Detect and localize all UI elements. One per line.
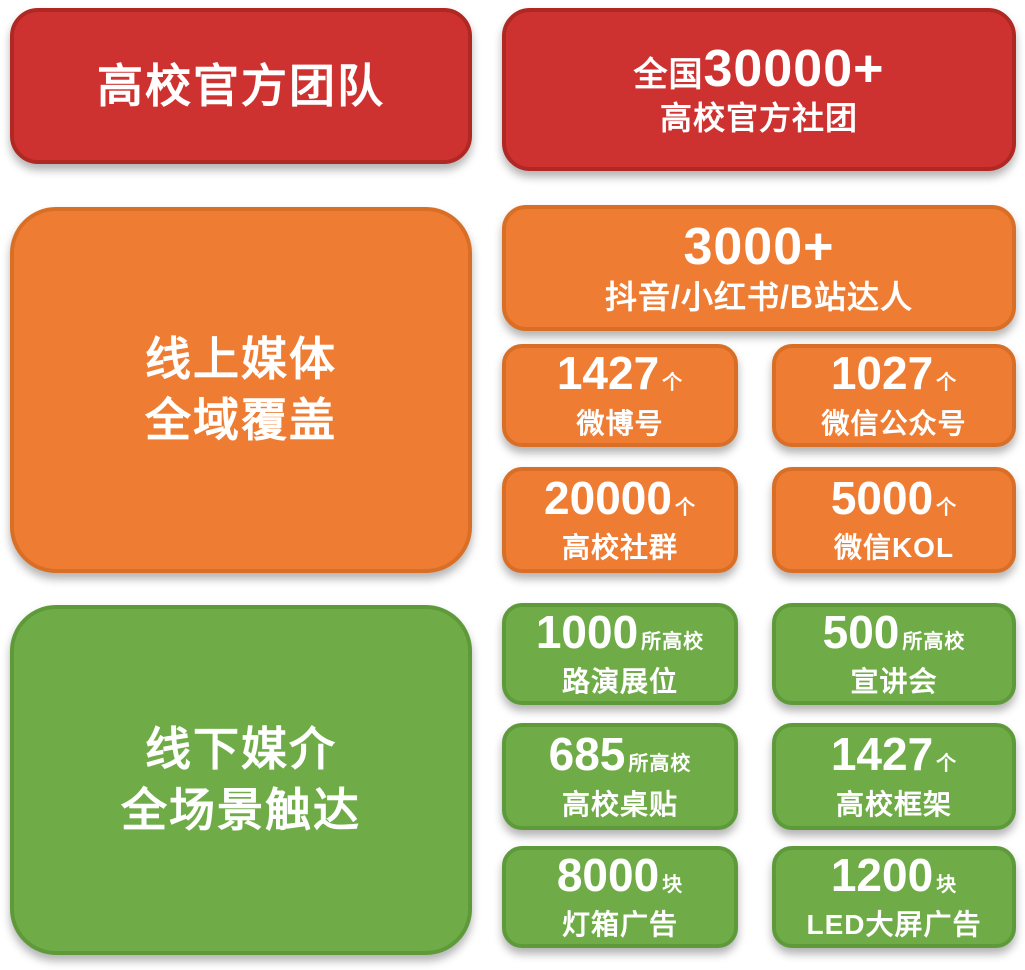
stat-unit: 个 xyxy=(936,496,958,519)
stat-label: LED大屏广告 xyxy=(806,909,982,941)
stat-card-influencers: 3000+ 抖音/小红书/B站达人 xyxy=(502,205,1016,331)
stat-value: 1427 个 xyxy=(557,349,683,397)
stat-card-desk-stickers: 685 所高校 高校桌贴 xyxy=(502,723,738,830)
stat-unit: 所高校 xyxy=(902,630,966,653)
stat-label: 微信KOL xyxy=(833,532,955,564)
stat-card-wechat-kol: 5000 个 微信KOL xyxy=(772,467,1016,573)
stat-unit: 个 xyxy=(936,372,958,395)
stat-value: 8000 块 xyxy=(557,851,683,899)
stat-number: 1027 xyxy=(830,347,934,400)
stat-value: 685 所高校 xyxy=(549,730,692,778)
stat-label: 抖音/小红书/B站达人 xyxy=(605,278,913,315)
stat-number: 500 xyxy=(822,605,900,658)
stat-number: 30000+ xyxy=(703,39,885,98)
section-title-offline-media-line2: 全场景触达 xyxy=(121,784,361,836)
stat-unit: 个 xyxy=(662,372,684,395)
section-title-online-media-line1: 线上媒体 xyxy=(145,333,337,386)
stat-card-lightbox-ads: 8000 块 灯箱广告 xyxy=(502,846,738,948)
section-title-official-team: 高校官方团队 xyxy=(97,59,385,112)
stat-number: 1427 xyxy=(556,347,660,400)
section-title-offline-media-line1: 线下媒介 xyxy=(145,723,337,776)
stat-label: 微信公众号 xyxy=(821,407,967,439)
stat-label: 路演展位 xyxy=(561,666,678,698)
stat-label: 微博号 xyxy=(576,407,664,439)
stat-number: 685 xyxy=(548,728,626,781)
stat-value-official-clubs: 全国30000+ xyxy=(633,39,885,98)
stat-unit: 块 xyxy=(662,873,684,896)
stat-unit: 块 xyxy=(936,873,958,896)
stat-value: 1200 块 xyxy=(831,851,957,899)
header-card-official-team: 高校官方团队 xyxy=(10,8,472,164)
stat-value: 1000 所高校 xyxy=(536,608,704,656)
stat-label: 宣讲会 xyxy=(850,666,938,698)
stat-prefix: 全国 xyxy=(633,55,704,94)
stat-card-wechat-official: 1027 个 微信公众号 xyxy=(772,344,1016,447)
stat-card-campus-frames: 1427 个 高校框架 xyxy=(772,723,1016,830)
stat-unit: 所高校 xyxy=(641,630,705,653)
stat-label: 高校桌贴 xyxy=(561,788,678,820)
stat-number: 1000 xyxy=(535,605,639,658)
header-card-offline-media: 线下媒介 全场景触达 xyxy=(10,605,472,955)
stat-label: 灯箱广告 xyxy=(561,909,678,941)
stat-label: 高校官方社团 xyxy=(659,100,858,137)
stat-number: 1200 xyxy=(830,848,934,901)
stat-card-info-sessions: 500 所高校 宣讲会 xyxy=(772,603,1016,705)
stat-value: 1027 个 xyxy=(831,349,957,397)
stat-number: 3000+ xyxy=(683,218,835,277)
header-card-online-media: 线上媒体 全域覆盖 xyxy=(10,207,472,573)
stat-value: 500 所高校 xyxy=(823,608,966,656)
stat-unit: 个 xyxy=(936,753,958,776)
section-title-online-media-line2: 全域覆盖 xyxy=(145,394,337,446)
stat-card-weibo: 1427 个 微博号 xyxy=(502,344,738,447)
stat-card-campus-groups: 20000 个 高校社群 xyxy=(502,467,738,573)
stat-number: 20000 xyxy=(544,471,672,524)
stat-label: 高校社群 xyxy=(561,532,678,564)
stat-number: 5000 xyxy=(830,471,934,524)
stat-value: 20000 个 xyxy=(544,474,696,522)
stat-card-roadshow-booths: 1000 所高校 路演展位 xyxy=(502,603,738,705)
stat-value: 5000 个 xyxy=(831,474,957,522)
stat-card-official-clubs: 全国30000+ 高校官方社团 xyxy=(502,8,1016,171)
stat-card-led-screen-ads: 1200 块 LED大屏广告 xyxy=(772,846,1016,948)
stat-label: 高校框架 xyxy=(835,788,952,820)
stat-number: 1427 xyxy=(830,728,934,781)
stat-unit: 个 xyxy=(674,496,696,519)
stat-unit: 所高校 xyxy=(628,753,692,776)
stat-number: 8000 xyxy=(556,848,660,901)
stat-value: 1427 个 xyxy=(831,730,957,778)
